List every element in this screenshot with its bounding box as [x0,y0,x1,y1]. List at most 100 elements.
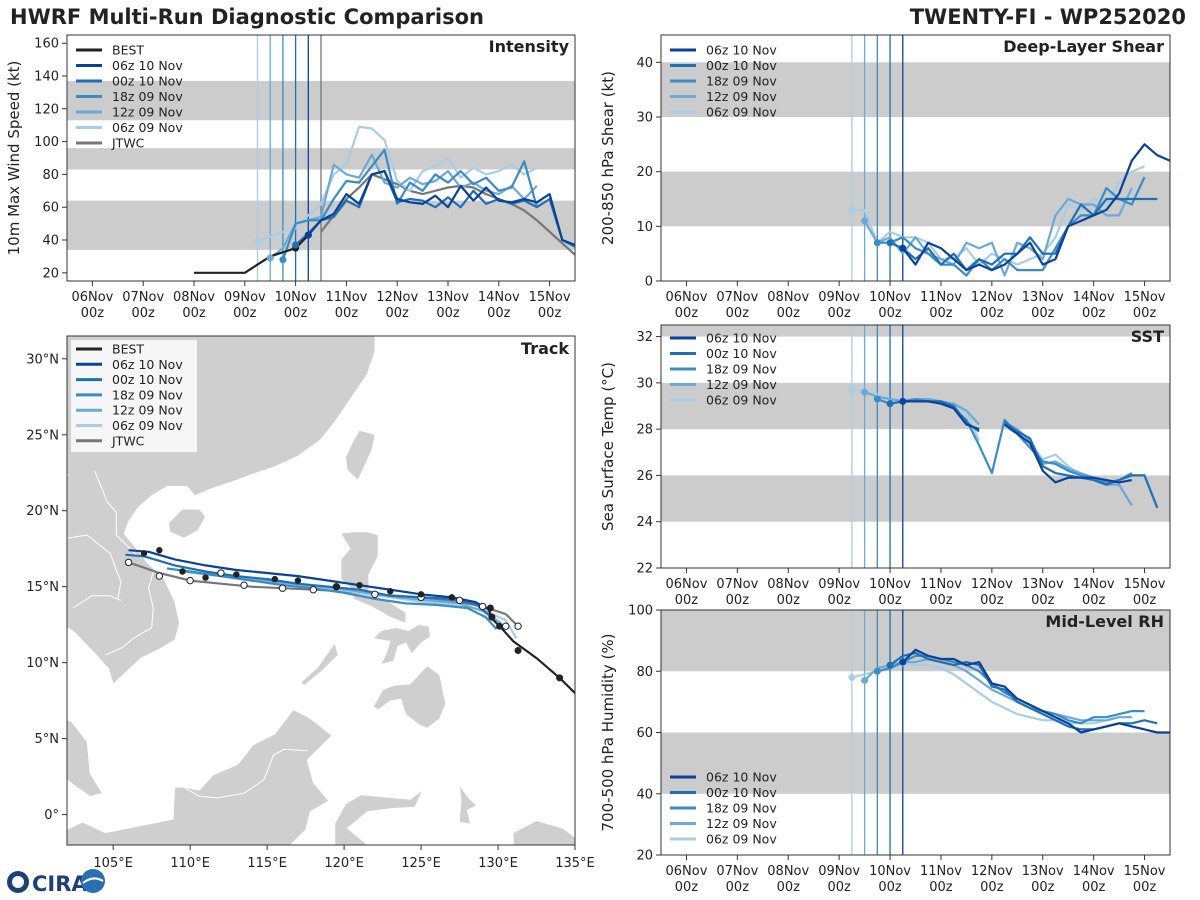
shear-ylabel: 200-850 hPa Shear (kt) [599,71,617,245]
rh-xtick-label-1-a: 07Nov [716,864,758,879]
sst-xtick-label-7-b: 00z [1031,593,1055,608]
rh-legend-label-06z-09-nov: 06z 09 Nov [706,832,777,847]
track-run-point-10 [156,547,163,554]
track-xtick-label-110: 110°E [170,856,210,871]
rh-xtick-label-2-a: 08Nov [767,864,809,879]
shear-ytick-label-40: 40 [636,56,653,71]
intensity-ytick-label-100: 100 [34,135,59,150]
logo-text: CIRA [32,872,88,896]
shear-xtick-label-9-a: 15Nov [1124,290,1166,305]
track-best-point-3 [488,613,496,621]
sst-xtick-label-0-a: 06Nov [665,577,707,592]
track-best-point-2 [496,622,504,630]
track-ytick-label-20: 20°N [26,504,59,519]
rh-legend-label-18z-09-nov: 18z 09 Nov [706,801,777,816]
shear-band-0 [661,171,1170,227]
land-sulawesi [334,790,423,845]
intensity-xtick-label-5-a: 11Nov [325,290,367,305]
shear-series-06z-10-nov [901,143,1170,272]
track-series-00z-10-nov [125,553,493,618]
track-jtwc-point-0 [514,622,522,630]
track-run-point-2 [387,588,394,595]
rh-ytick-label-20: 20 [636,849,653,864]
sst-xtick-label-5-a: 11Nov [920,577,962,592]
land-visayas [372,624,431,665]
intensity-series-jtwc [320,173,575,256]
intensity-legend-label-best: BEST [112,43,144,58]
intensity-xtick-label-5-b: 00z [335,306,359,321]
shear-xtick-label-6-a: 12Nov [971,290,1013,305]
rh-xtick-label-8-b: 00z [1082,880,1106,895]
track-run-point-6 [271,575,279,583]
track-ytick-label-25: 25°N [26,428,59,443]
rh-title: Mid-Level RH [1045,612,1164,631]
shear-legend-label-12z-09-nov: 12z 09 Nov [706,89,777,104]
intensity-point-00z-10-nov-0 [292,241,300,249]
sst-ytick-label-26: 26 [636,469,653,484]
sst-point-00z-10-nov-0 [886,400,894,408]
sst-legend-label-18z-09-nov: 18z 09 Nov [706,362,777,377]
track-frame [66,335,576,846]
shear-point-12z-09-nov-0 [861,217,869,225]
shear-legend-label-00z-10-nov: 00z 10 Nov [706,58,777,73]
sst-title: SST [1131,327,1164,346]
shear-xtick-label-8-b: 00z [1082,306,1106,321]
shear-panel: 01020304006Nov00z07Nov00z08Nov00z09Nov00… [599,34,1171,321]
track-panel: 105°E 110°E 115°E 120°E 125°E 130°E 135°E 0° 5°N… [26,335,595,871]
sst-xtick-label-6-b: 00z [980,593,1004,608]
rh-xtick-label-4-b: 00z [878,880,902,895]
track-xtick-label-105: 105°E [93,856,133,871]
sst-xtick-label-9-b: 00z [1133,593,1157,608]
intensity-series-12z-09-nov [269,153,538,259]
sst-xtick-label-7-a: 13Nov [1022,577,1064,592]
rh-ylabel: 700-500 hPa Humidity (%) [599,633,617,831]
shear-xtick-label-4-b: 00z [878,306,902,321]
shear-xtick-label-1-b: 00z [726,306,750,321]
sst-legend-label-06z-10-nov: 06z 10 Nov [706,331,777,346]
rh-xtick-label-0-a: 06Nov [665,864,707,879]
track-ytick-label-10: 10°N [26,656,59,671]
track-best-point-4 [486,604,494,612]
rh-xtick-label-6-b: 00z [980,880,1004,895]
intensity-legend-label-00z-10-nov: 00z 10 Nov [112,74,183,89]
intensity-point-18z-09-nov-0 [279,256,287,264]
intensity-xtick-label-7-a: 13Nov [427,290,469,305]
track-legend-label-00z-10-nov: 00z 10 Nov [112,372,183,387]
shear-xtick-label-0-a: 06Nov [665,290,707,305]
intensity-ytick-label-40: 40 [42,234,59,249]
sst-ytick-label-30: 30 [636,376,653,391]
country-border-1 [105,571,154,656]
land-luzon [340,531,406,624]
shear-xtick-label-6-b: 00z [980,306,1004,321]
track-run-point-5 [294,577,302,584]
sst-point-18z-09-nov-0 [873,395,881,403]
shear-point-06z-09-nov-0 [848,206,856,214]
intensity-legend-label-jtwc: JTWC [111,136,145,151]
rh-legend-label-06z-10-nov: 06z 10 Nov [706,770,777,785]
shear-band-1 [661,62,1170,117]
intensity-point-06z-10-nov-0 [304,231,312,239]
land-borneo-sumatra [67,709,333,845]
track-run-point-0 [448,594,456,601]
rh-ytick-label-100: 100 [628,604,653,619]
sst-xtick-label-8-b: 00z [1082,593,1106,608]
rh-xtick-label-5-b: 00z [929,880,953,895]
intensity-xtick-label-0-a: 06Nov [71,290,113,305]
track-run-point-9 [179,568,186,575]
sst-ytick-label-24: 24 [636,515,653,530]
country-border-0 [94,471,139,557]
track-run-point-1 [417,591,425,598]
rh-xtick-label-7-b: 00z [1031,880,1055,895]
rh-xtick-label-1-b: 00z [726,880,750,895]
intensity-ytick-label-60: 60 [42,201,59,216]
land-palawan [300,642,339,686]
sst-legend-label-06z-09-nov: 06z 09 Nov [706,393,777,408]
sst-xtick-label-5-b: 00z [929,593,953,608]
rh-ytick-label-80: 80 [636,665,653,680]
track-legend-label-18z-09-nov: 18z 09 Nov [112,387,183,402]
shear-xtick-label-3-b: 00z [827,306,851,321]
track-jtwc-point-12 [155,572,164,580]
rh-xtick-label-8-a: 14Nov [1073,864,1115,879]
